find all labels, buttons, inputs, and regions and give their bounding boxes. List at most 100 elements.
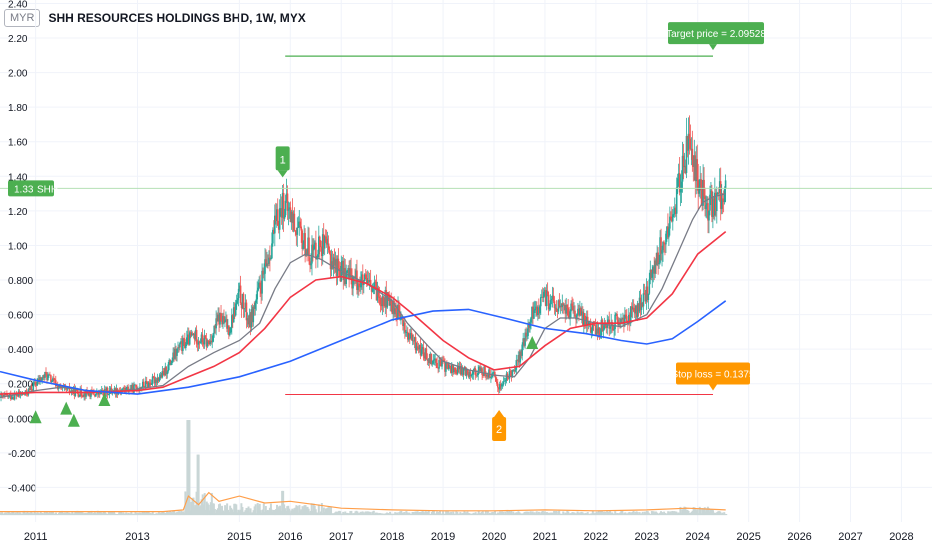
candle-body <box>216 318 218 322</box>
candle-body <box>317 254 319 259</box>
marker-1-badge[interactable] <box>275 146 290 171</box>
volume-bar <box>300 509 303 516</box>
candle-body <box>31 389 34 391</box>
volume-bar <box>501 511 504 516</box>
candle-body <box>453 368 456 370</box>
volume-bar <box>705 508 708 516</box>
candle-body <box>391 304 393 314</box>
volume-bar <box>335 511 338 516</box>
candle-body <box>229 332 231 336</box>
candle-body <box>185 344 187 349</box>
volume-bar <box>499 511 502 516</box>
volume-bar <box>232 511 235 516</box>
volume-bar <box>326 507 329 516</box>
candle-body <box>438 360 440 369</box>
volume-bar <box>533 512 536 516</box>
volume-bar <box>94 512 97 516</box>
candle-body <box>161 371 164 378</box>
candle-body <box>90 389 92 397</box>
candle-body <box>531 306 533 318</box>
ma_mid-line <box>0 230 727 395</box>
last-price-badge[interactable] <box>8 180 54 197</box>
candle-body <box>467 374 470 377</box>
volume-bar <box>152 513 155 516</box>
volume-bar <box>380 513 383 516</box>
volume-bar <box>508 510 511 516</box>
volume-bar <box>288 508 291 516</box>
candle-body <box>501 384 504 385</box>
candle-body <box>49 374 51 376</box>
currency-badge[interactable]: MYR <box>4 9 41 27</box>
volume-bar <box>419 512 422 516</box>
candle-body <box>303 233 305 245</box>
volume-bar <box>146 511 149 516</box>
candle-body <box>668 228 670 238</box>
volume-bar <box>23 510 26 516</box>
volume-bar <box>281 490 284 516</box>
candle-body <box>95 393 97 397</box>
volume-bar <box>272 509 275 516</box>
candle-body <box>723 188 726 202</box>
volume-bar <box>604 511 607 516</box>
candle-body <box>39 377 41 382</box>
candle-body <box>126 386 128 389</box>
stop-loss-badge[interactable] <box>676 362 751 385</box>
volume-bar <box>25 512 28 516</box>
volume-bar <box>579 512 582 516</box>
volume-bar <box>336 512 339 516</box>
candle-body <box>389 298 391 306</box>
candle-body <box>399 313 401 321</box>
volume-bar <box>327 506 330 516</box>
volume-bar <box>373 513 376 516</box>
candle-body <box>562 303 565 306</box>
candle-body <box>614 314 616 330</box>
volume-bar <box>662 513 665 516</box>
volume-bar <box>362 512 365 516</box>
volume-bar <box>356 511 359 516</box>
volume-bar <box>228 512 231 516</box>
candle-body <box>686 135 689 151</box>
volume-bar <box>445 511 448 516</box>
volume-bar <box>238 510 241 516</box>
candle-body <box>454 369 457 374</box>
volume-bar <box>652 511 655 516</box>
candle-body <box>642 293 645 307</box>
volume-bar <box>714 512 717 516</box>
candle-body <box>623 317 625 325</box>
volume-bar <box>34 512 37 516</box>
marker-2-label: 2 <box>496 424 502 436</box>
target-price-badge[interactable] <box>668 22 765 45</box>
volume-bar <box>412 511 415 516</box>
volume-bar <box>305 507 308 516</box>
candle-body <box>270 258 272 260</box>
candle-body <box>528 324 530 328</box>
candle-body <box>637 303 640 312</box>
candle-body <box>674 207 677 214</box>
volume-bar <box>449 512 452 516</box>
candle-body <box>165 366 168 375</box>
x-tick-label: 2023 <box>635 531 659 543</box>
volume-bar <box>253 506 256 516</box>
volume-bar <box>386 512 389 516</box>
candle-body <box>600 319 603 336</box>
volume-bar <box>125 512 128 516</box>
volume-bar <box>354 511 357 516</box>
candle-body <box>316 258 318 260</box>
volume-bar <box>180 510 183 516</box>
volume-bar <box>491 512 494 516</box>
volume-bar <box>291 508 294 516</box>
volume-bar <box>378 512 381 516</box>
volume-bar <box>620 511 623 516</box>
volume-bar <box>41 513 44 516</box>
candle-body <box>461 367 464 375</box>
volume-bar <box>708 511 711 516</box>
candle-body <box>625 314 627 317</box>
candle-body <box>276 209 279 226</box>
volume-bar <box>100 512 103 516</box>
volume-bar <box>503 513 506 516</box>
candle-body <box>654 260 656 274</box>
marker-2-badge[interactable] <box>492 417 507 442</box>
candle-body <box>697 179 700 194</box>
candle-body <box>629 306 632 324</box>
